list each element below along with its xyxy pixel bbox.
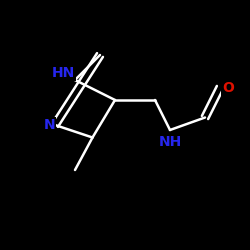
Text: N: N: [44, 118, 55, 132]
Text: HN: HN: [52, 66, 75, 80]
Text: NH: NH: [158, 135, 182, 149]
Text: O: O: [222, 80, 234, 94]
